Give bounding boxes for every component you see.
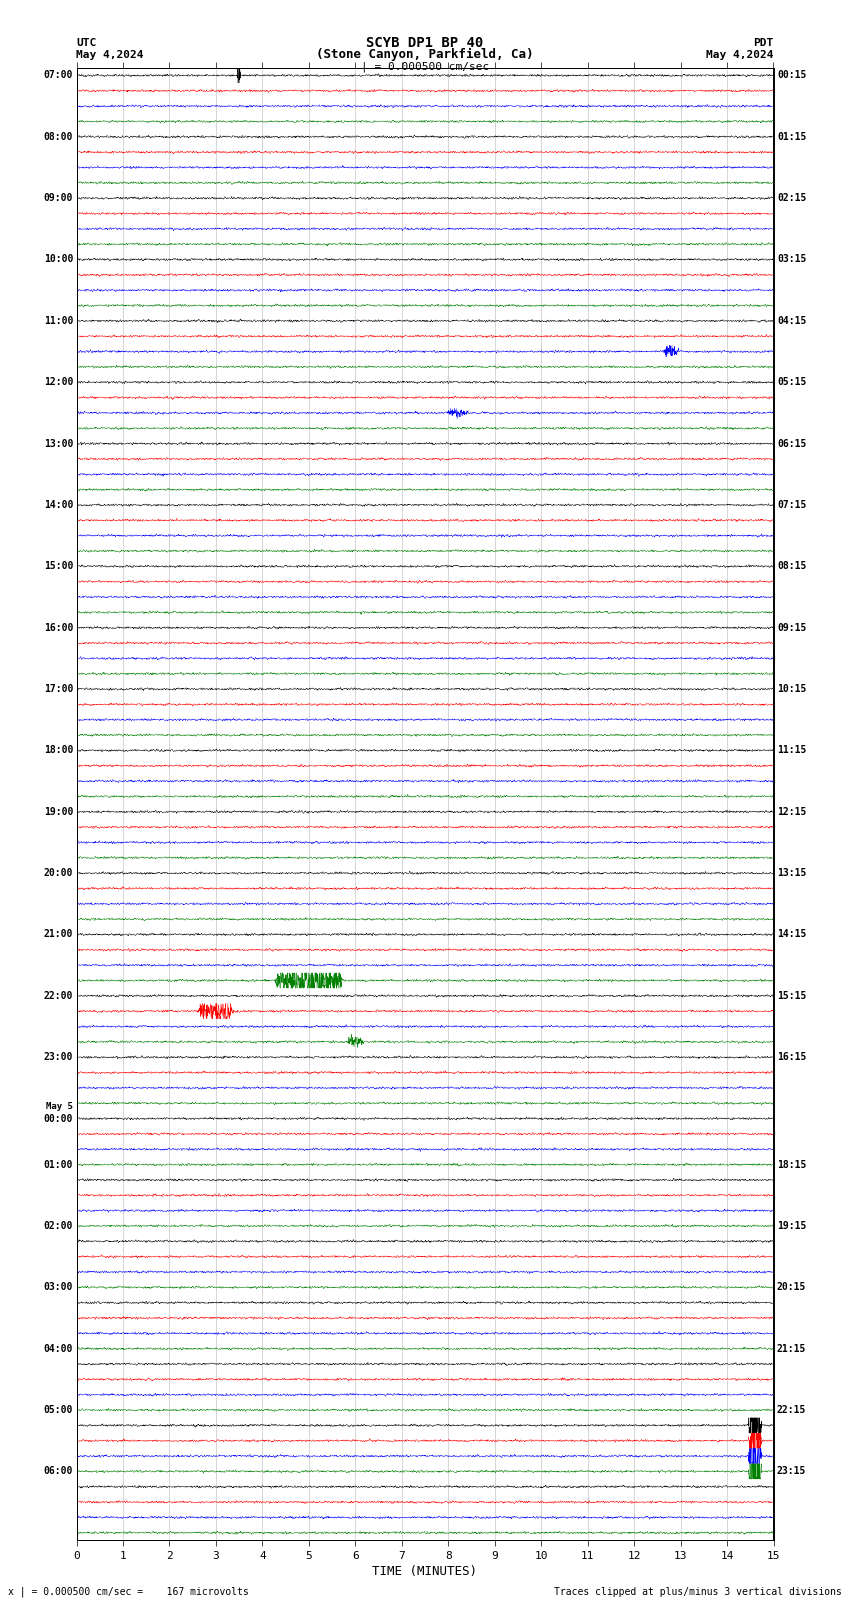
- Text: 04:15: 04:15: [777, 316, 807, 326]
- Text: 21:00: 21:00: [43, 929, 73, 939]
- Text: 19:00: 19:00: [43, 806, 73, 816]
- Text: 19:15: 19:15: [777, 1221, 807, 1231]
- Text: 22:15: 22:15: [777, 1405, 807, 1415]
- Text: | = 0.000500 cm/sec: | = 0.000500 cm/sec: [361, 61, 489, 73]
- Text: 15:15: 15:15: [777, 990, 807, 1000]
- Text: UTC: UTC: [76, 37, 97, 48]
- Text: 20:00: 20:00: [43, 868, 73, 877]
- Text: 02:00: 02:00: [43, 1221, 73, 1231]
- Text: May 4,2024: May 4,2024: [706, 50, 774, 60]
- Text: 16:00: 16:00: [43, 623, 73, 632]
- Text: 03:15: 03:15: [777, 255, 807, 265]
- Text: PDT: PDT: [753, 37, 774, 48]
- Text: 06:15: 06:15: [777, 439, 807, 448]
- Text: 16:15: 16:15: [777, 1052, 807, 1063]
- Text: x | = 0.000500 cm/sec =    167 microvolts: x | = 0.000500 cm/sec = 167 microvolts: [8, 1587, 249, 1597]
- Text: 06:00: 06:00: [43, 1466, 73, 1476]
- Text: Traces clipped at plus/minus 3 vertical divisions: Traces clipped at plus/minus 3 vertical …: [553, 1587, 842, 1597]
- Text: 10:00: 10:00: [43, 255, 73, 265]
- Text: May 4,2024: May 4,2024: [76, 50, 144, 60]
- Text: 04:00: 04:00: [43, 1344, 73, 1353]
- Text: 09:00: 09:00: [43, 194, 73, 203]
- Text: 20:15: 20:15: [777, 1282, 807, 1292]
- Text: May 5: May 5: [46, 1102, 73, 1111]
- Text: 14:15: 14:15: [777, 929, 807, 939]
- Text: 07:00: 07:00: [43, 71, 73, 81]
- Text: 05:15: 05:15: [777, 377, 807, 387]
- Text: SCYB DP1 BP 40: SCYB DP1 BP 40: [366, 35, 484, 50]
- Text: 01:15: 01:15: [777, 132, 807, 142]
- Text: 02:15: 02:15: [777, 194, 807, 203]
- Text: 15:00: 15:00: [43, 561, 73, 571]
- Text: (Stone Canyon, Parkfield, Ca): (Stone Canyon, Parkfield, Ca): [316, 48, 534, 61]
- Text: 11:15: 11:15: [777, 745, 807, 755]
- Text: 09:15: 09:15: [777, 623, 807, 632]
- Text: 00:15: 00:15: [777, 71, 807, 81]
- Text: 10:15: 10:15: [777, 684, 807, 694]
- Text: 22:00: 22:00: [43, 990, 73, 1000]
- Text: 13:00: 13:00: [43, 439, 73, 448]
- Text: 11:00: 11:00: [43, 316, 73, 326]
- Text: 17:00: 17:00: [43, 684, 73, 694]
- Text: 08:15: 08:15: [777, 561, 807, 571]
- Text: 01:00: 01:00: [43, 1160, 73, 1169]
- Text: 18:15: 18:15: [777, 1160, 807, 1169]
- Text: 21:15: 21:15: [777, 1344, 807, 1353]
- Text: 07:15: 07:15: [777, 500, 807, 510]
- Text: 13:15: 13:15: [777, 868, 807, 877]
- Text: 23:00: 23:00: [43, 1052, 73, 1063]
- Text: 05:00: 05:00: [43, 1405, 73, 1415]
- Text: 03:00: 03:00: [43, 1282, 73, 1292]
- Text: 12:00: 12:00: [43, 377, 73, 387]
- Text: 18:00: 18:00: [43, 745, 73, 755]
- Text: 12:15: 12:15: [777, 806, 807, 816]
- Text: 08:00: 08:00: [43, 132, 73, 142]
- Text: 14:00: 14:00: [43, 500, 73, 510]
- Text: 00:00: 00:00: [43, 1113, 73, 1124]
- Text: 23:15: 23:15: [777, 1466, 807, 1476]
- X-axis label: TIME (MINUTES): TIME (MINUTES): [372, 1565, 478, 1578]
